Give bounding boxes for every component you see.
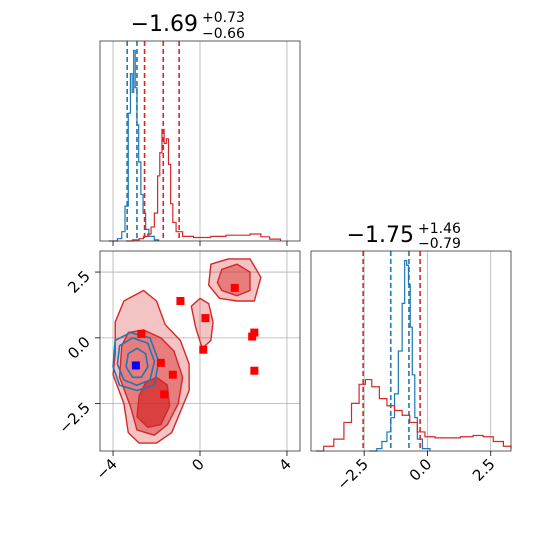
contour-panel-p1-p2: −4 0 4 −2.5 0.0 2.5 bbox=[55, 250, 301, 483]
red-square-marker bbox=[137, 329, 146, 338]
y-tick-label: −2.5 bbox=[55, 399, 93, 437]
title-p2-value: −1.75 bbox=[347, 223, 414, 248]
red-square-marker bbox=[160, 390, 169, 399]
histogram-panel-p1 bbox=[99, 40, 301, 246]
x-tick-label: −4 bbox=[92, 455, 120, 483]
series-layer bbox=[316, 251, 512, 452]
title-p1-value: −1.69 bbox=[131, 12, 198, 37]
red-square-marker bbox=[176, 297, 185, 305]
red-contour-level-2 bbox=[216, 263, 251, 297]
histogram-series-red bbox=[316, 378, 512, 452]
tick-layer bbox=[112, 241, 288, 246]
red-square-marker bbox=[168, 370, 177, 379]
y-tick-label: 2.5 bbox=[64, 267, 94, 297]
red-square-marker bbox=[230, 283, 239, 292]
title-p2-plus: +1.46 bbox=[418, 221, 461, 237]
red-square-marker bbox=[250, 328, 259, 337]
x-tick-label: 0 bbox=[188, 455, 207, 474]
histogram-series-blue bbox=[108, 49, 160, 242]
grid-layer bbox=[112, 41, 288, 241]
red-contour-level-1 bbox=[190, 297, 214, 350]
grid-layer bbox=[363, 251, 492, 451]
blue-square-marker bbox=[131, 361, 140, 370]
y-tick-label: 0.0 bbox=[64, 333, 94, 363]
tick-layer: −2.5 0.0 2.5 bbox=[333, 451, 499, 494]
histogram-panel-p2: −2.5 0.0 2.5 bbox=[310, 250, 512, 494]
x-tick-label: 4 bbox=[275, 455, 294, 474]
title-p1-plus: +0.73 bbox=[202, 10, 245, 26]
series-layer bbox=[108, 41, 282, 242]
x-tick-label: −2.5 bbox=[333, 455, 371, 493]
title-p2: −1.75 +1.46 −0.79 bbox=[347, 221, 461, 252]
plot-frame bbox=[310, 250, 512, 452]
red-square-marker bbox=[201, 314, 210, 323]
blue-contour-ring-1 bbox=[125, 347, 149, 379]
histogram-series-red bbox=[126, 128, 282, 242]
blue-contour-ring-2 bbox=[116, 337, 156, 387]
red-square-marker bbox=[250, 366, 259, 375]
red-square-marker bbox=[199, 345, 208, 354]
x-tick-label: 2.5 bbox=[469, 455, 499, 485]
x-tick-label: 0.0 bbox=[406, 455, 436, 485]
histogram-series-blue bbox=[369, 259, 431, 452]
red-square-marker bbox=[156, 358, 165, 367]
series-layer bbox=[112, 258, 262, 444]
title-p1-minus: −0.66 bbox=[202, 26, 245, 42]
title-p2-minus: −0.79 bbox=[418, 236, 461, 252]
title-p1: −1.69 +0.73 −0.66 bbox=[131, 10, 245, 42]
